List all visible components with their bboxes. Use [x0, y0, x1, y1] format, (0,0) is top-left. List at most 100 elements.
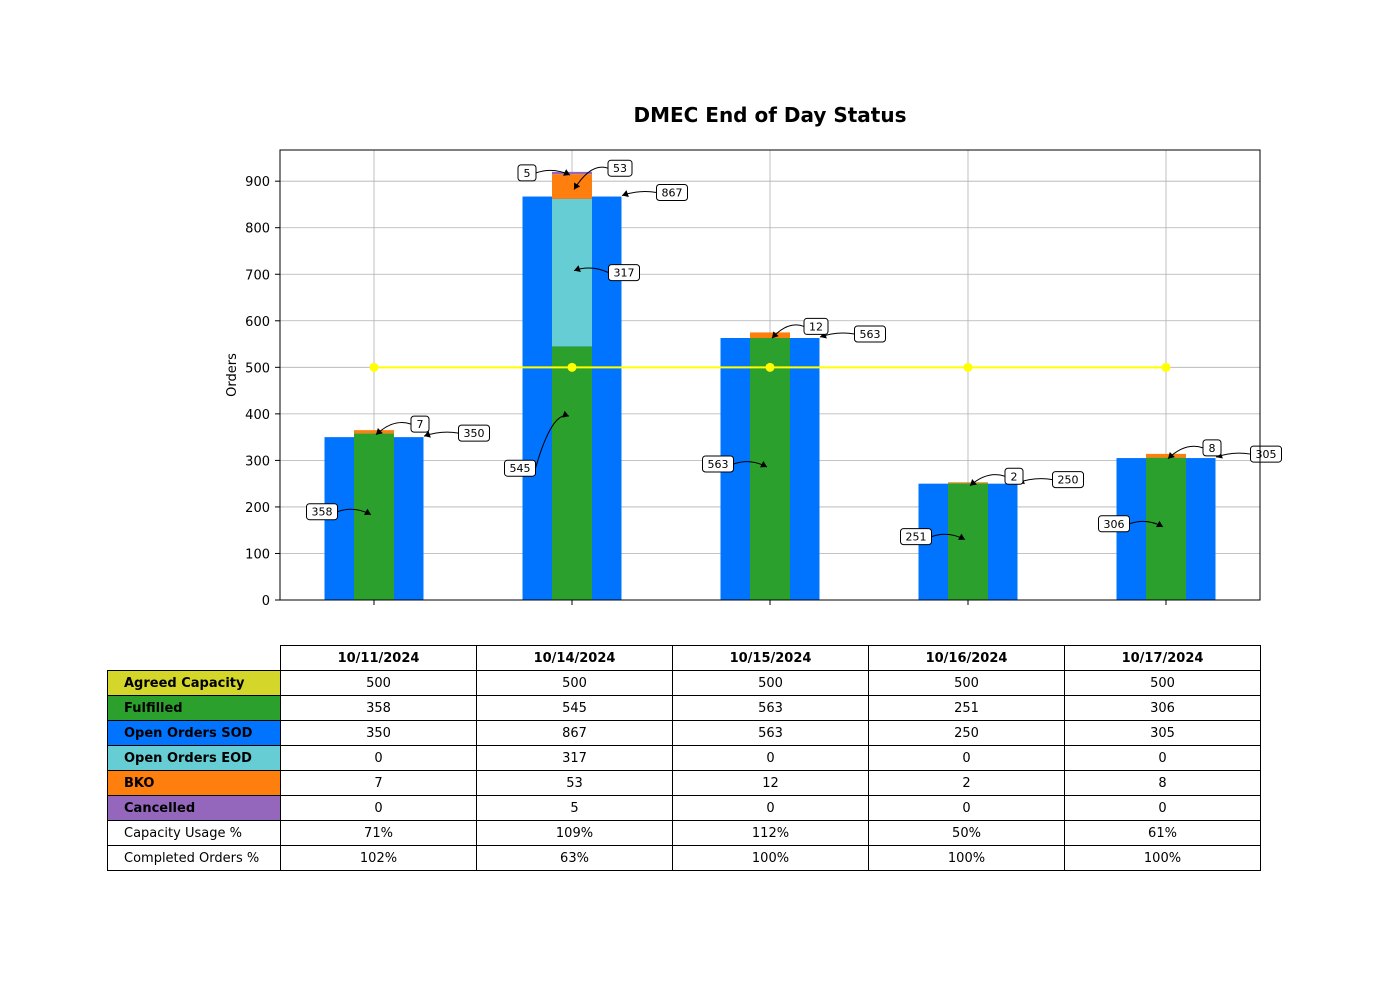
y-tick-label: 800 [245, 222, 270, 237]
data-label: 306 [1104, 518, 1125, 531]
data-label: 563 [708, 458, 729, 471]
y-tick-label: 0 [262, 594, 270, 609]
label-box [1250, 445, 1282, 463]
bar-chart: DMEC End of Day Status Orders 358 350 7 545… [225, 103, 1282, 609]
label-box [803, 317, 829, 335]
table-row-header: Open Orders EOD [107, 745, 281, 771]
table-cell: 71% [280, 820, 477, 846]
data-label: 251 [906, 531, 927, 544]
data-label-group: 350 [423, 424, 490, 442]
label-box [900, 528, 932, 546]
table-column-header: 10/14/2024 [476, 645, 673, 671]
table-row: Agreed Capacity 500 500 500 500 500 [107, 670, 1261, 696]
table-row: BKO 7 53 12 2 8 [107, 770, 1261, 796]
label-arrowhead [958, 533, 965, 540]
data-label-group: 305 [1215, 445, 1282, 463]
table-cell: 500 [672, 670, 869, 696]
table-cell: 350 [280, 720, 477, 746]
label-box [306, 503, 338, 521]
bar-open-orders-eod [552, 198, 592, 347]
table-row: Open Orders SOD 350 867 563 250 305 [107, 720, 1261, 746]
data-label: 53 [613, 162, 627, 175]
label-arrowhead [622, 190, 629, 197]
label-arrowhead [574, 265, 581, 273]
bar-bko [354, 430, 394, 434]
axes: 0 100 200 300 400 500 600 700 800 900 [245, 149, 1261, 609]
table-header-row: 10/11/2024 10/14/2024 10/15/2024 10/16/2024… [108, 645, 1261, 671]
data-label: 350 [464, 427, 485, 440]
data-label: 317 [614, 267, 635, 280]
data-label: 5 [524, 167, 531, 180]
data-label: 12 [809, 320, 823, 333]
label-arrowhead [772, 331, 779, 339]
data-table: 10/11/2024 10/14/2024 10/15/2024 10/16/2024… [107, 645, 1261, 871]
data-label: 7 [417, 418, 424, 431]
label-arrowhead [376, 428, 383, 435]
data-label-group: 563 [702, 455, 768, 473]
table-cell: 53 [476, 770, 673, 796]
data-label: 305 [1256, 448, 1277, 461]
table-cell: 0 [1064, 795, 1261, 821]
bar-bko [1146, 453, 1186, 458]
label-arrowhead [760, 460, 767, 468]
table-cell: 0 [280, 795, 477, 821]
table-cell: 50% [868, 820, 1065, 846]
data-label: 545 [510, 462, 531, 475]
chart-title: DMEC End of Day Status [633, 103, 906, 127]
table-cell: 305 [1064, 720, 1261, 746]
data-label: 867 [662, 187, 683, 200]
data-label-group: 250 [1017, 471, 1084, 489]
table-column-header: 10/15/2024 [672, 645, 869, 671]
table-cell: 109% [476, 820, 673, 846]
label-box [854, 325, 886, 343]
table-row-header: Open Orders SOD [107, 720, 281, 746]
capacity-line [369, 362, 1171, 372]
table-cell: 0 [1064, 745, 1261, 771]
table-cell: 0 [868, 795, 1065, 821]
data-label-group: 563 [819, 325, 886, 343]
bar-fulfilled [354, 433, 394, 600]
data-label: 250 [1058, 474, 1079, 487]
table-row-header: Completed Orders % [107, 845, 281, 871]
table-cell: 100% [868, 845, 1065, 871]
data-labels: 358 350 7 545 867 53 317 5 563 563 12 251 250 2 306 305… [306, 159, 1282, 546]
label-arrowhead [970, 479, 977, 486]
table-row: Capacity Usage % 71% 109% 112% 50% 61% [107, 820, 1261, 846]
table-cell: 500 [868, 670, 1065, 696]
table-cell: 306 [1064, 695, 1261, 721]
data-label-group: 306 [1098, 515, 1164, 533]
table-cell: 500 [1064, 670, 1261, 696]
table-cell: 0 [280, 745, 477, 771]
label-box [1098, 515, 1130, 533]
label-box [1004, 467, 1024, 485]
data-label-group: 5 [517, 164, 571, 182]
table-column-header: 10/17/2024 [1064, 645, 1261, 671]
table-cell: 317 [476, 745, 673, 771]
label-box [1052, 471, 1084, 489]
data-label-group: 545 [504, 410, 570, 477]
y-tick-label: 600 [245, 315, 270, 330]
label-arrowhead [1156, 520, 1163, 528]
data-label-group: 251 [900, 528, 966, 546]
data-label-group: 53 [573, 159, 633, 190]
table-row: Cancelled 0 5 0 0 0 [107, 795, 1261, 821]
y-tick-label: 300 [245, 454, 270, 469]
table-cell: 100% [1064, 845, 1261, 871]
table-row-header: Capacity Usage % [107, 820, 281, 846]
table-row: Completed Orders % 102% 63% 100% 100% 100% [107, 845, 1261, 871]
data-label-group: 867 [621, 184, 688, 202]
table-cell: 8 [1064, 770, 1261, 796]
table-corner [108, 646, 281, 671]
table-cell: 12 [672, 770, 869, 796]
table-cell: 63% [476, 845, 673, 871]
y-axis-label: Orders [225, 353, 240, 397]
label-box [458, 424, 490, 442]
label-arrowhead [563, 169, 570, 176]
label-arrowhead [1168, 451, 1175, 459]
table-cell: 7 [280, 770, 477, 796]
table-cell: 500 [476, 670, 673, 696]
table-cell: 2 [868, 770, 1065, 796]
table-cell: 0 [672, 795, 869, 821]
table-cell: 563 [672, 720, 869, 746]
label-arrowhead [574, 182, 581, 190]
